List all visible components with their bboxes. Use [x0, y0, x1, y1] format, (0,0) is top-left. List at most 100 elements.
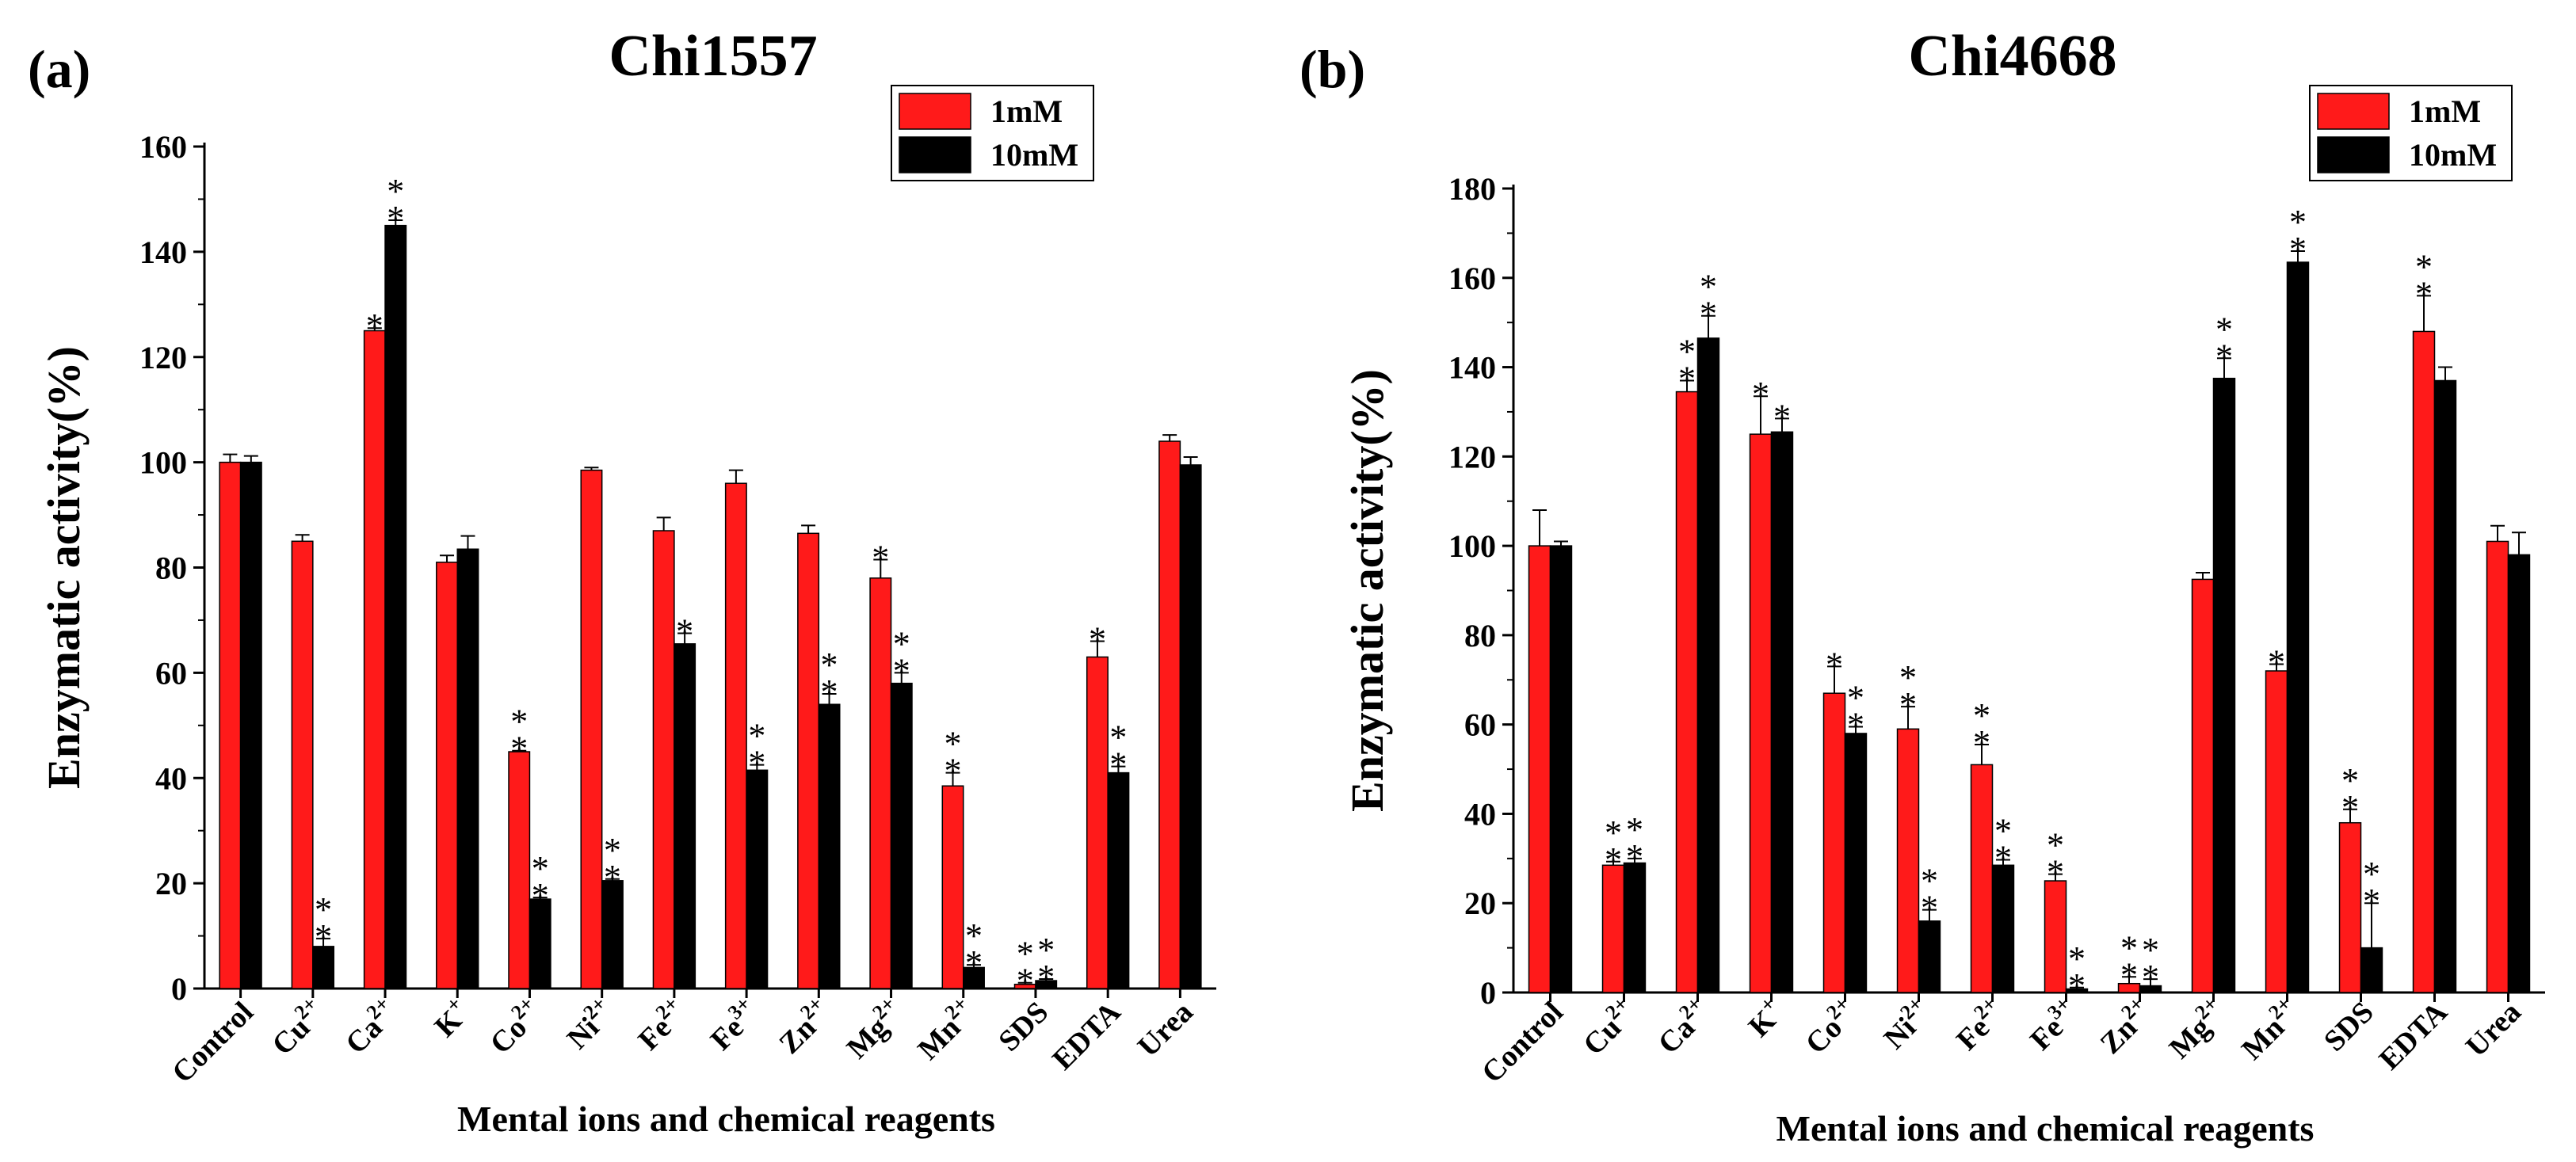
significance-star: * — [2215, 310, 2233, 349]
y-tick-label: 80 — [1464, 618, 1496, 653]
y-axis-label: Enzymatic activity(%) — [1341, 369, 1393, 812]
bar-1mM — [580, 469, 603, 989]
significance-star: * — [1700, 295, 1717, 333]
significance-star: * — [510, 730, 528, 768]
bar-10mM — [2360, 947, 2383, 993]
bar-1mM — [1749, 433, 1773, 993]
significance-star: * — [1605, 840, 1622, 879]
significance-star: * — [1921, 862, 1938, 901]
significance-mark: ** — [2415, 247, 2433, 313]
significance-mark: ** — [945, 725, 962, 791]
significance-star: * — [2289, 203, 2307, 242]
x-tick-label: Zn2+ — [2090, 992, 2158, 1060]
significance-star: * — [2047, 826, 2064, 865]
bar-1mM — [2486, 540, 2509, 993]
x-tick-base: Urea — [1132, 996, 1200, 1064]
significance-star: * — [1773, 397, 1791, 436]
bar-1mM — [1675, 391, 1699, 993]
significance-star: * — [821, 672, 838, 711]
bar-1mM — [1528, 545, 1551, 993]
significance-star: * — [1826, 645, 1843, 684]
significance-mark: ** — [1037, 931, 1055, 996]
significance-mark: ** — [315, 890, 332, 956]
significance-star: * — [2215, 337, 2233, 375]
significance-mark: ** — [2215, 310, 2233, 375]
bar-10mM — [1549, 545, 1573, 993]
significance-star: * — [872, 539, 889, 577]
significance-star: * — [532, 849, 549, 888]
significance-star: * — [1626, 837, 1643, 876]
bar-10mM — [2212, 377, 2236, 993]
y-tick-label: 180 — [1448, 171, 1496, 207]
significance-star: * — [748, 744, 765, 783]
x-tick-base: EDTA — [2372, 995, 2454, 1076]
significance-star: * — [604, 858, 621, 897]
y-tick-label: 120 — [1448, 439, 1496, 474]
significance-mark: ** — [1973, 696, 1990, 762]
x-tick-label: Ni2+ — [558, 992, 621, 1055]
legend-swatch-10mM — [899, 136, 971, 173]
significance-star: * — [2341, 788, 2359, 827]
x-tick-label: Ca2+ — [336, 992, 404, 1060]
significance-star: * — [2289, 230, 2307, 269]
significance-star: * — [945, 725, 962, 764]
significance-star: * — [510, 703, 528, 741]
y-tick-label: 20 — [155, 866, 187, 901]
y-tick-label: 60 — [155, 655, 187, 691]
x-tick-label: SDS — [992, 996, 1055, 1058]
significance-star: * — [2142, 931, 2159, 970]
legend-label: 10mM — [990, 137, 1078, 173]
significance-star: * — [1899, 685, 1917, 724]
significance-star: * — [1847, 678, 1864, 717]
significance-mark: ** — [1847, 678, 1864, 744]
legend: 1mM 10mM — [2309, 85, 2513, 181]
significance-star: * — [2268, 643, 2285, 682]
significance-star: * — [1973, 723, 1990, 762]
y-tick-label: 160 — [139, 129, 187, 165]
bar-1mM — [291, 540, 314, 989]
significance-mark: * — [1826, 645, 1843, 684]
x-tick-label: Co2+ — [480, 992, 548, 1060]
bar-1mM — [2338, 821, 2362, 993]
significance-star: * — [1037, 931, 1055, 970]
bar-10mM — [746, 769, 769, 989]
chart-title: Chi1557 — [609, 24, 817, 89]
significance-star: * — [893, 624, 910, 663]
legend-swatch-1mM — [2317, 93, 2390, 130]
bar-1mM — [436, 562, 458, 989]
significance-mark: ** — [1109, 718, 1127, 784]
bar-1mM — [869, 577, 892, 989]
bar-10mM — [384, 224, 407, 989]
bar-10mM — [239, 461, 262, 989]
x-axis-label: Mental ions and chemical reagents — [1776, 1108, 2315, 1149]
bar-10mM — [456, 548, 479, 989]
x-tick-label: K+ — [1739, 992, 1791, 1043]
bar-10mM — [312, 946, 335, 989]
bar-10mM — [1179, 464, 1202, 989]
x-tick-label: SDS — [2318, 996, 2380, 1058]
significance-star: * — [1678, 359, 1696, 398]
significance-star: * — [315, 890, 332, 929]
x-tick-label: Fe3+ — [701, 992, 766, 1057]
bar-1mM — [652, 530, 675, 989]
bar-10mM — [2507, 554, 2531, 993]
bar-10mM — [529, 898, 551, 989]
x-tick-label: Fe2+ — [628, 992, 693, 1057]
significance-star: * — [1605, 813, 1622, 852]
x-tick-label: EDTA — [1046, 995, 1128, 1076]
significance-star: * — [1994, 839, 2012, 878]
significance-star: * — [2363, 855, 2380, 893]
significance-mark: ** — [2142, 931, 2159, 996]
y-tick-label: 60 — [1464, 707, 1496, 743]
significance-star: * — [676, 612, 693, 651]
x-tick-base: EDTA — [1046, 995, 1128, 1076]
significance-star: * — [893, 651, 910, 690]
significance-star: * — [2415, 274, 2433, 313]
significance-star: * — [1752, 375, 1769, 413]
significance-star: * — [1626, 810, 1643, 849]
panel-label: (b) — [1299, 39, 1365, 99]
significance-mark: ** — [2120, 928, 2138, 994]
y-tick-label: 0 — [171, 971, 187, 1007]
